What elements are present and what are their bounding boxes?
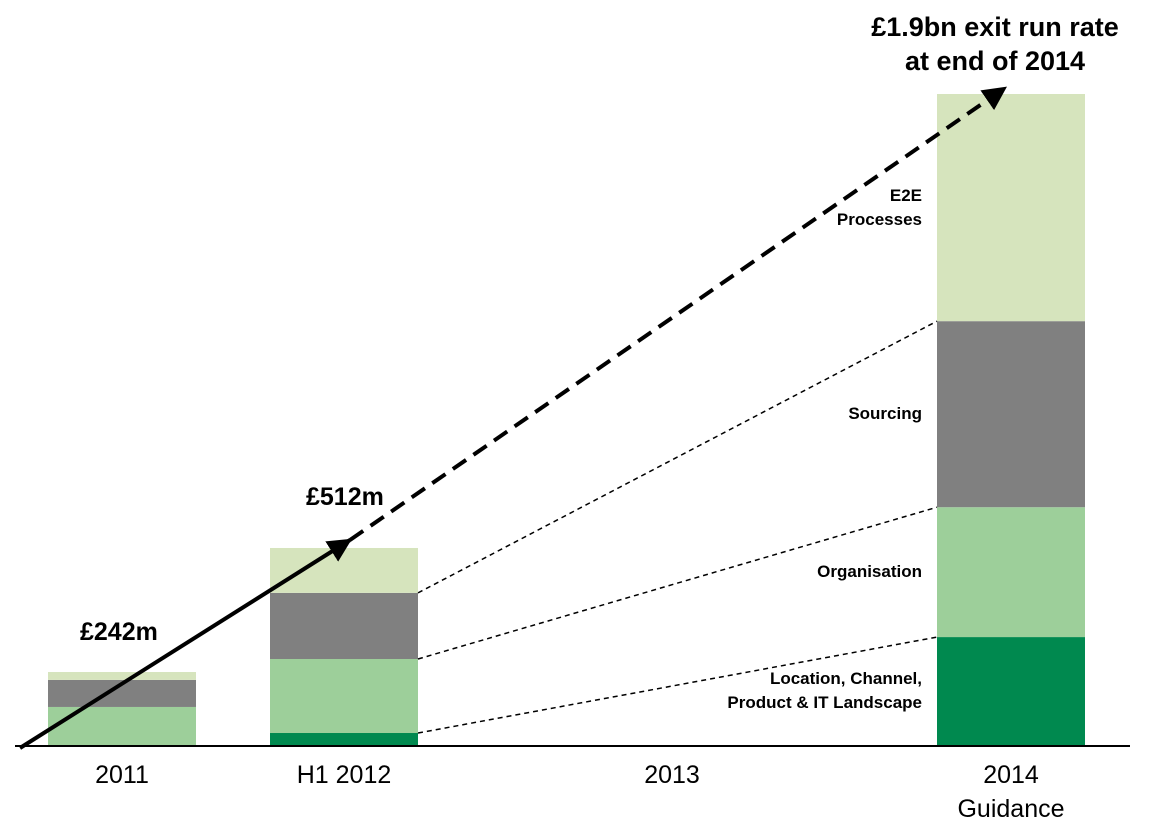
- bar-segment: [270, 592, 418, 659]
- bar-segment: [937, 94, 1085, 322]
- x-tick-label: 2014 Guidance: [957, 761, 1065, 823]
- bar-segment: [48, 672, 196, 680]
- chart-title: £1.9bn exit run rate at end of 2014: [871, 12, 1119, 76]
- segment-label: E2E Processes: [836, 185, 922, 229]
- bar-segment: [270, 547, 418, 593]
- bar-segment: [270, 733, 418, 745]
- connector-line: [417, 320, 938, 594]
- bar-segment: [937, 321, 1085, 508]
- bar-segment: [270, 658, 418, 734]
- x-tick-label: 2011: [95, 761, 149, 789]
- trend-arrow: [18, 538, 353, 750]
- x-tick-label: H1 2012: [296, 761, 392, 789]
- bar-segment: [48, 706, 196, 745]
- segment-label: Sourcing: [848, 404, 922, 424]
- connector-line: [417, 636, 938, 734]
- bar-segment: [937, 637, 1085, 745]
- annotation: £512m: [306, 483, 384, 511]
- trend-arrow-dashed: [348, 86, 1007, 542]
- annotation: £242m: [80, 618, 158, 646]
- connector-line: [417, 506, 938, 660]
- segment-label: Location, Channel, Product & IT Landscap…: [727, 669, 922, 713]
- bar-segment: [937, 507, 1085, 638]
- x-tick-label: 2013: [644, 761, 700, 789]
- segment-label: Organisation: [817, 562, 922, 582]
